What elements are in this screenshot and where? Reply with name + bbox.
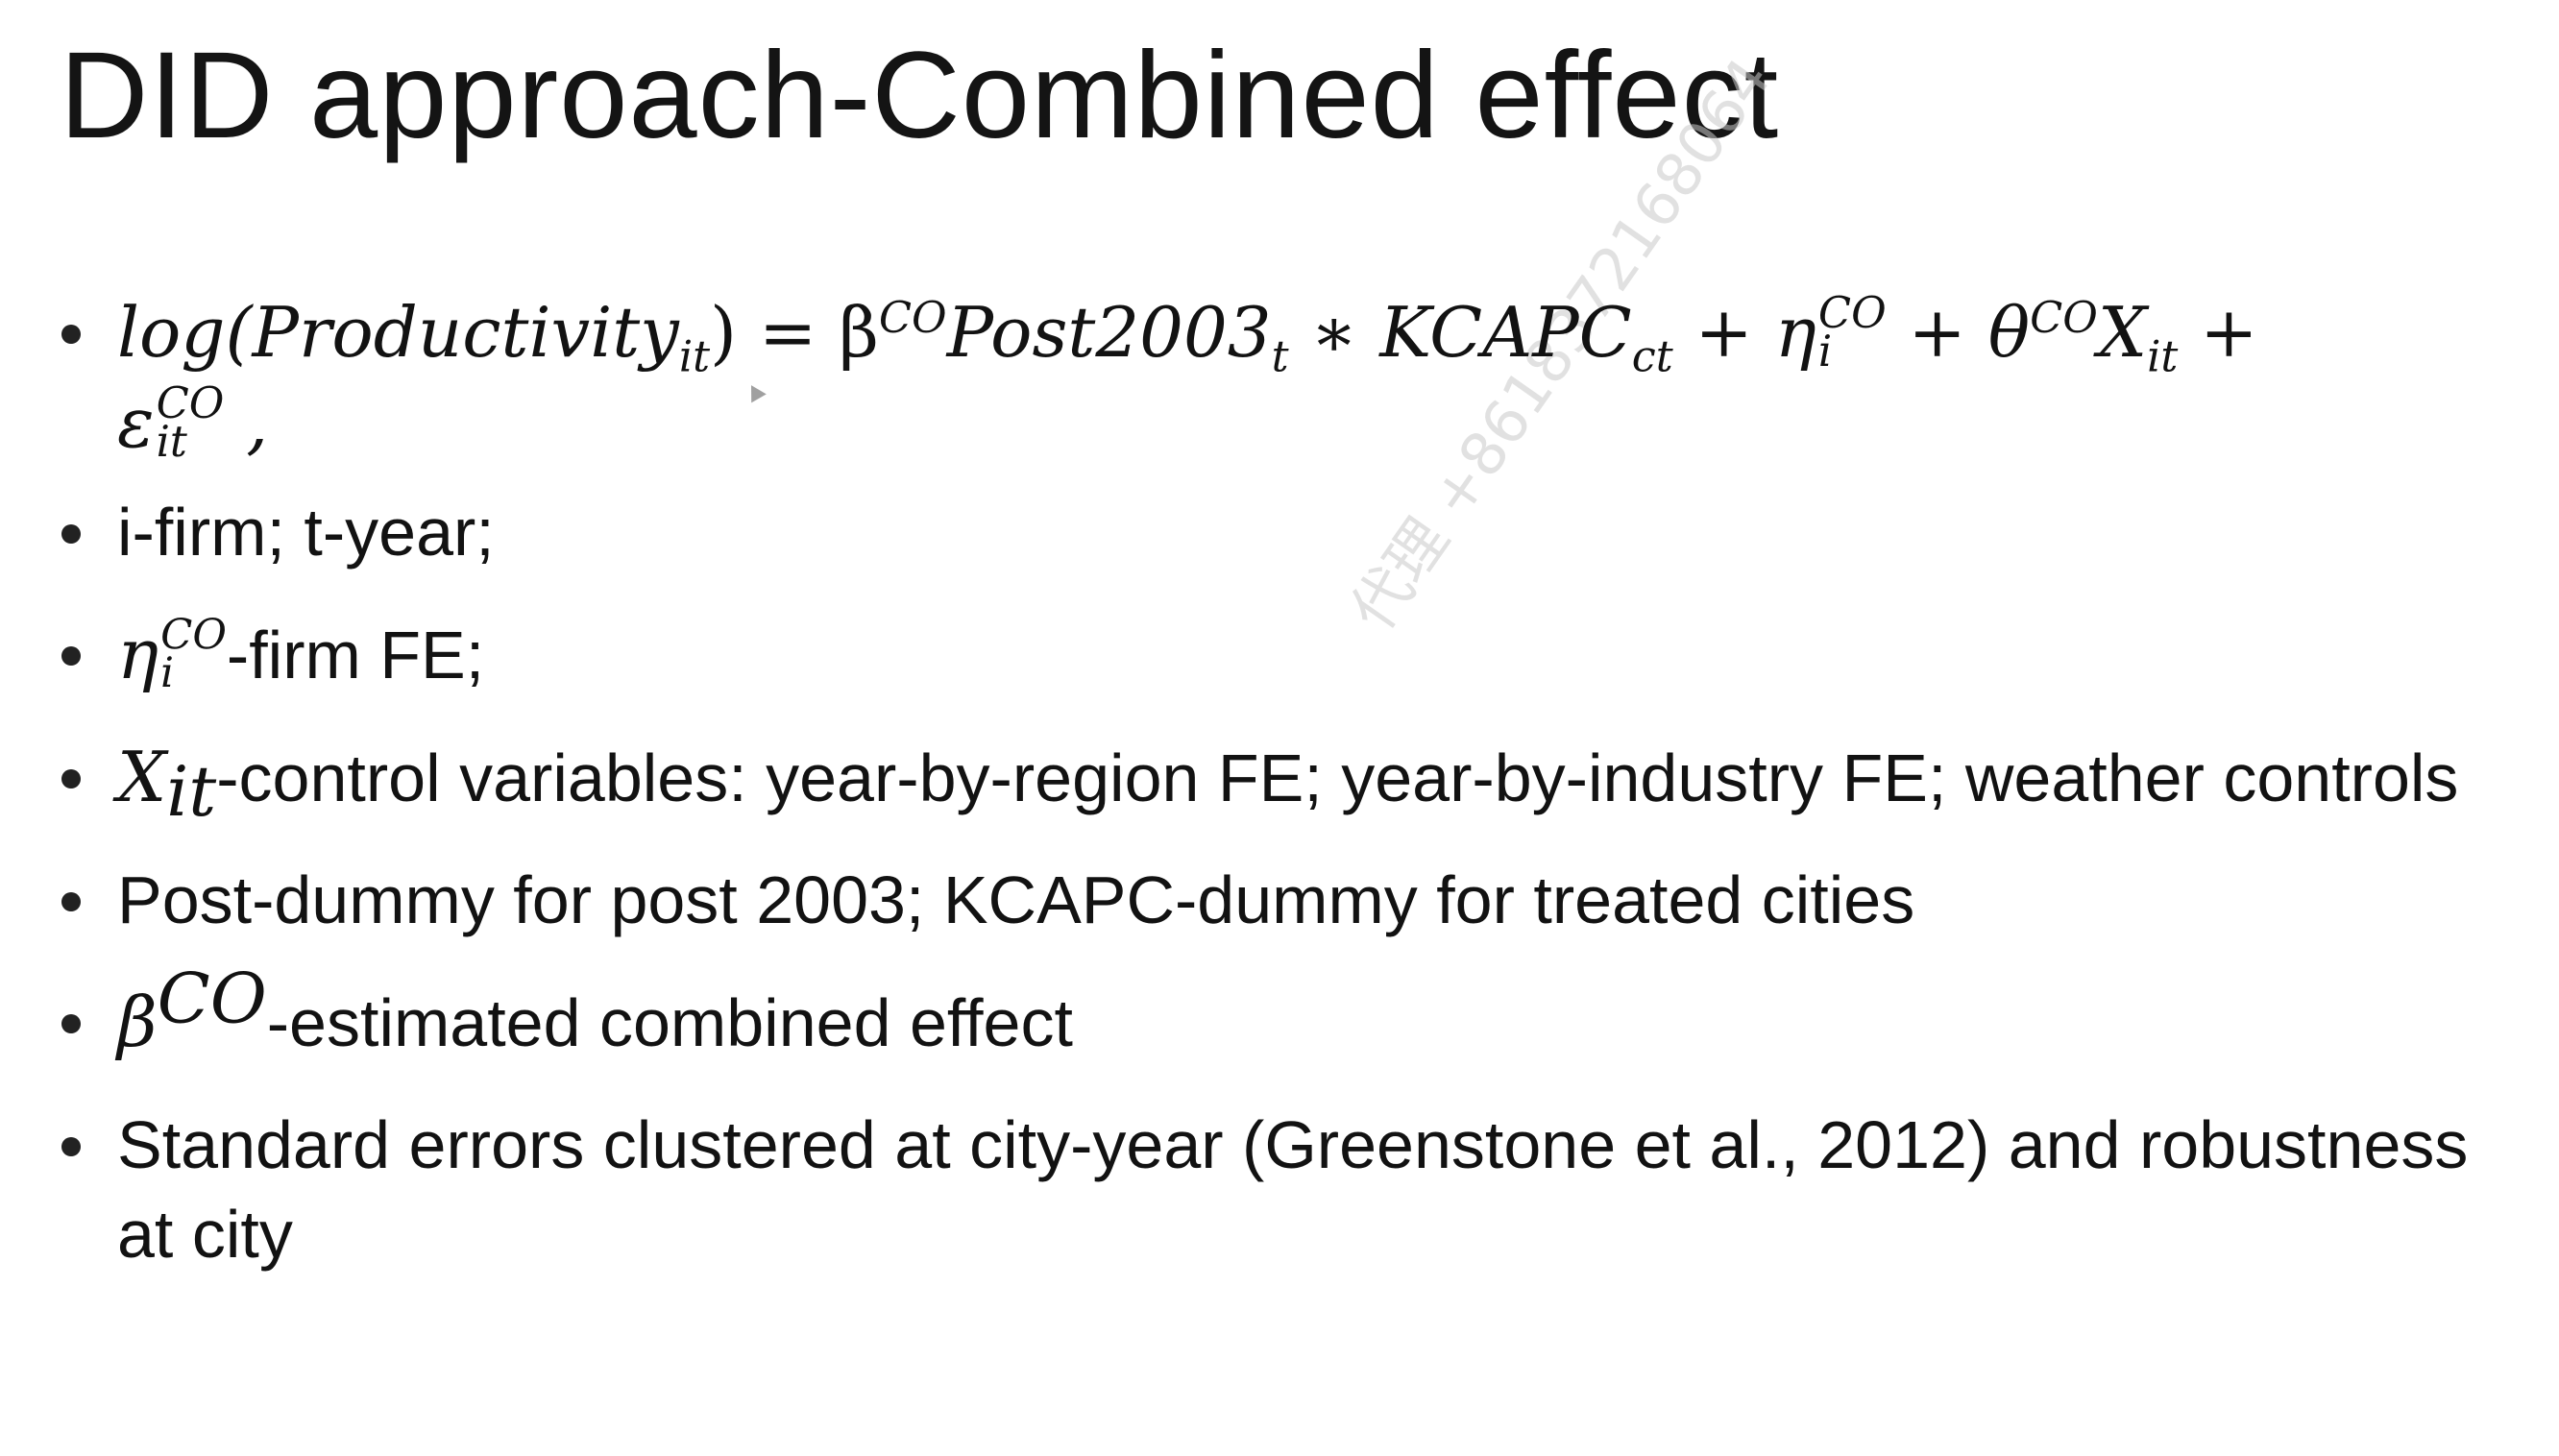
bullet-list: log(Productivityit) = βCOPost2003t ∗ KCA… [54,288,2513,1279]
eq-eps-scripts: CO it [156,377,225,467]
bullet-controls: Xit-control variables: year-by-region FE… [54,733,2513,826]
eq-comma: , [224,382,269,463]
eq-lhs-close: ) = β [710,292,879,373]
eq-lhs-sub: it [678,331,711,382]
bullet-dummies: Post-dummy for post 2003; KCAPC-dummy fo… [54,856,2513,945]
bullet-index-definitions: i-firm; t-year; [54,488,2513,577]
eq-x-sub: it [2147,331,2179,382]
eta-symbol: η [117,614,159,694]
eq-plus-theta: + θ [1886,292,2031,373]
eq-eps: ε [117,382,155,463]
bullet-equation: log(Productivityit) = βCOPost2003t ∗ KCA… [54,288,2513,469]
slide-title: DID approach-Combined effect [60,27,1780,164]
eq-kcapc-sub: ct [1631,331,1673,382]
eq-x: X [2097,292,2148,373]
eq-post: Post2003 [946,292,1272,373]
eq-eps-sub: it [156,417,187,467]
eta-sup: CO [160,611,227,660]
eta-scripts: CO i [160,611,227,697]
equation: log(Productivityit) = βCOPost2003t ∗ KCA… [117,287,2258,467]
eq-theta-sup: CO [2030,293,2098,343]
bullet-4-text: -control variables: year-by-region FE; y… [216,740,2459,815]
bullet-6-text: -estimated combined effect [266,985,1073,1060]
beta-sup: CO [157,958,267,1039]
x-symbol: X [117,737,167,817]
bullet-7-text: Standard errors clustered at city-year (… [117,1107,2469,1272]
x-sub: it [166,751,217,832]
bullet-beta: βCO-estimated combined effect [54,964,2513,1068]
eta-sub: i [160,648,175,697]
bullet-5-text: Post-dummy for post 2003; KCAPC-dummy fo… [117,862,1915,937]
eq-plus-end: + [2178,292,2258,373]
eq-eta-sup: CO [1817,287,1887,338]
eq-eta-scripts: CO i [1817,287,1887,376]
bullet-firm-fe: η CO i -firm FE; [54,610,2513,700]
eq-eps-sup: CO [156,377,225,428]
eq-beta-sup: CO [878,293,947,343]
beta-symbol: β [117,982,158,1062]
eq-post-sub: t [1271,331,1289,382]
eq-lhs: log(Productivity [117,292,679,373]
eq-kcapc: ∗ KCAPC [1288,292,1632,373]
bullet-2-text: i-firm; t-year; [117,495,495,570]
bullet-standard-errors: Standard errors clustered at city-year (… [54,1101,2513,1279]
eq-plus-eta: + η [1672,292,1816,373]
bullet-3-text: -firm FE; [226,618,485,692]
eq-eta-sub: i [1817,327,1833,376]
